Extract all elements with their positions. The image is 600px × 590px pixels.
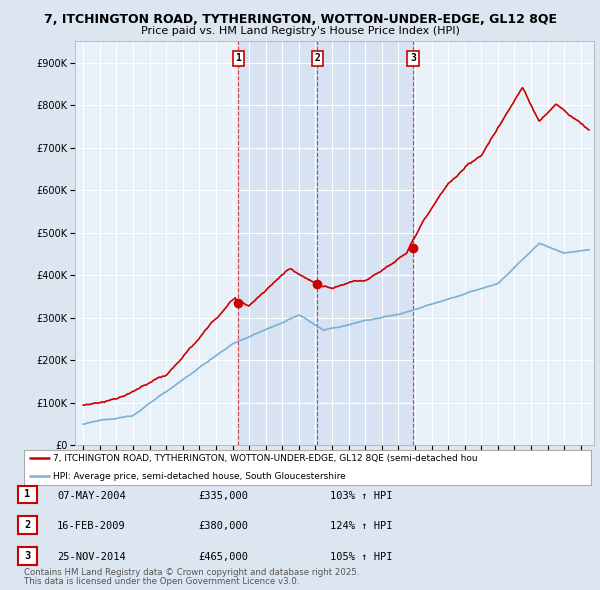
Text: £380,000: £380,000 xyxy=(198,522,248,531)
Bar xyxy=(238,41,317,445)
Text: Contains HM Land Registry data © Crown copyright and database right 2025.: Contains HM Land Registry data © Crown c… xyxy=(24,568,359,577)
Text: HPI: Average price, semi-detached house, South Gloucestershire: HPI: Average price, semi-detached house,… xyxy=(53,471,346,481)
Text: 103% ↑ HPI: 103% ↑ HPI xyxy=(330,491,392,500)
Text: 1: 1 xyxy=(25,490,31,499)
Text: 105% ↑ HPI: 105% ↑ HPI xyxy=(330,552,392,562)
Text: £465,000: £465,000 xyxy=(198,552,248,562)
Text: 1: 1 xyxy=(236,54,241,63)
Text: 124% ↑ HPI: 124% ↑ HPI xyxy=(330,522,392,531)
Text: 16-FEB-2009: 16-FEB-2009 xyxy=(57,522,126,531)
Text: 3: 3 xyxy=(410,54,416,63)
Text: 7, ITCHINGTON ROAD, TYTHERINGTON, WOTTON-UNDER-EDGE, GL12 8QE: 7, ITCHINGTON ROAD, TYTHERINGTON, WOTTON… xyxy=(44,13,557,26)
Text: 3: 3 xyxy=(25,551,31,560)
Text: 25-NOV-2014: 25-NOV-2014 xyxy=(57,552,126,562)
Text: 07-MAY-2004: 07-MAY-2004 xyxy=(57,491,126,500)
Text: £335,000: £335,000 xyxy=(198,491,248,500)
Text: This data is licensed under the Open Government Licence v3.0.: This data is licensed under the Open Gov… xyxy=(24,577,299,586)
Bar xyxy=(317,41,413,445)
Text: 2: 2 xyxy=(314,54,320,63)
Text: 7, ITCHINGTON ROAD, TYTHERINGTON, WOTTON-UNDER-EDGE, GL12 8QE (semi-detached hou: 7, ITCHINGTON ROAD, TYTHERINGTON, WOTTON… xyxy=(53,454,478,463)
Text: Price paid vs. HM Land Registry's House Price Index (HPI): Price paid vs. HM Land Registry's House … xyxy=(140,26,460,36)
Text: 2: 2 xyxy=(25,520,31,530)
